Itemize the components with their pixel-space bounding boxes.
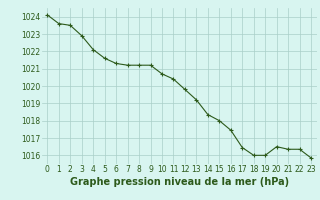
X-axis label: Graphe pression niveau de la mer (hPa): Graphe pression niveau de la mer (hPa) <box>70 177 289 187</box>
